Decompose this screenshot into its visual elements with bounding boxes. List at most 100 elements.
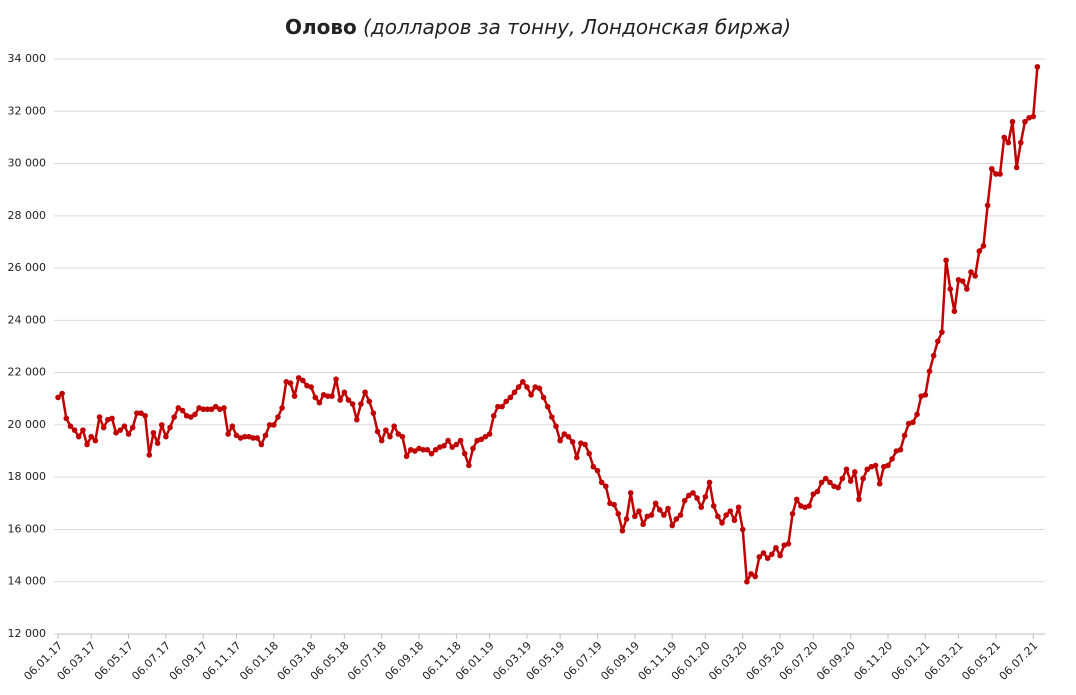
point — [1013, 164, 1020, 171]
y-tick-label: 24 000 — [8, 313, 47, 326]
point — [345, 397, 352, 403]
point — [939, 329, 945, 335]
point — [901, 432, 908, 439]
point — [503, 398, 510, 405]
point — [951, 308, 958, 315]
point — [814, 488, 821, 495]
point — [441, 443, 447, 449]
point — [694, 495, 700, 501]
y-tick-label: 22 000 — [8, 366, 47, 379]
point — [229, 423, 236, 430]
x-tick-label: 06.09.19 — [598, 639, 642, 683]
point — [428, 450, 435, 457]
y-tick-label: 26 000 — [8, 261, 47, 274]
point — [988, 165, 995, 172]
point — [557, 437, 563, 444]
y-tick-label: 30 000 — [8, 157, 47, 170]
point — [129, 424, 136, 431]
point — [1018, 139, 1024, 146]
point — [67, 423, 74, 430]
point — [627, 490, 634, 496]
point — [839, 475, 846, 482]
point — [619, 527, 626, 534]
point — [764, 555, 771, 562]
point — [789, 510, 796, 517]
point — [287, 380, 294, 386]
point — [553, 423, 559, 430]
point — [980, 243, 987, 249]
point — [594, 467, 601, 474]
y-tick-label: 20 000 — [8, 418, 47, 431]
point — [75, 433, 82, 440]
point — [341, 389, 348, 396]
point — [690, 490, 696, 496]
point — [565, 433, 572, 440]
point — [926, 368, 933, 375]
point — [171, 414, 177, 420]
point — [1022, 118, 1028, 125]
point — [378, 437, 385, 444]
point — [1034, 64, 1041, 70]
point — [466, 462, 472, 469]
point — [354, 416, 360, 423]
point — [387, 433, 393, 440]
point — [324, 393, 331, 399]
point — [499, 403, 505, 410]
y-tick-label: 34 000 — [8, 52, 47, 65]
point — [300, 377, 306, 384]
point — [656, 507, 663, 513]
point — [150, 429, 157, 436]
point — [843, 466, 850, 473]
point — [71, 427, 78, 433]
point — [490, 412, 497, 419]
point — [889, 456, 895, 462]
point — [470, 445, 476, 452]
point — [661, 512, 667, 518]
point — [744, 578, 750, 585]
point — [192, 411, 198, 418]
point — [930, 352, 937, 359]
point — [710, 503, 717, 509]
point — [773, 544, 779, 551]
point — [810, 491, 817, 497]
point — [374, 428, 381, 435]
point — [358, 401, 364, 407]
point — [769, 551, 775, 558]
point — [142, 412, 148, 419]
point — [233, 432, 240, 439]
y-tick-label: 12 000 — [8, 627, 47, 640]
point — [897, 446, 904, 453]
point — [598, 479, 605, 486]
point — [885, 462, 891, 469]
point — [752, 573, 758, 580]
point — [723, 512, 729, 518]
point — [188, 414, 194, 420]
point — [511, 389, 518, 396]
point — [403, 453, 410, 460]
point — [312, 394, 319, 401]
point — [569, 439, 576, 445]
point — [615, 510, 622, 517]
point — [677, 512, 684, 518]
point — [109, 415, 115, 422]
y-tick-label: 16 000 — [8, 522, 47, 535]
point — [731, 517, 738, 524]
chart-subtitle: (долларов за тонну, Лондонская биржа) — [363, 15, 791, 39]
point — [706, 479, 713, 486]
point — [549, 414, 555, 420]
point — [329, 393, 335, 399]
point — [959, 278, 966, 284]
point — [271, 422, 277, 428]
point — [520, 378, 526, 385]
point — [719, 520, 725, 526]
point — [528, 392, 534, 398]
point — [914, 411, 920, 418]
y-tick-label: 28 000 — [8, 209, 47, 222]
point — [573, 454, 580, 461]
point — [665, 505, 671, 512]
point — [449, 444, 456, 450]
point — [295, 375, 302, 381]
point — [947, 286, 954, 292]
point — [864, 466, 871, 473]
